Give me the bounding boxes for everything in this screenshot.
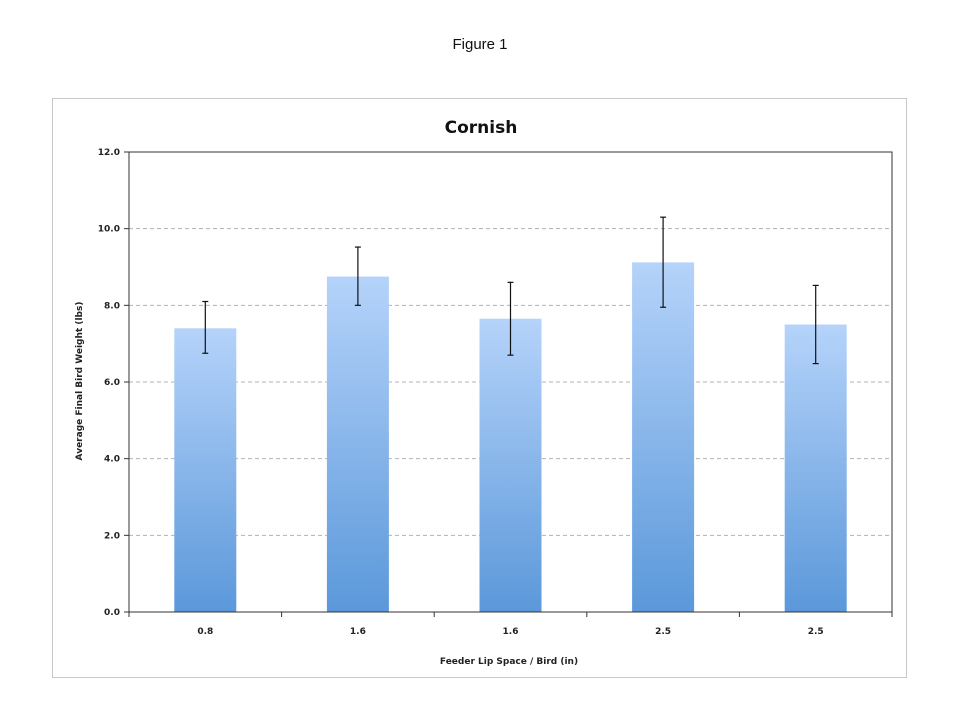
figure-caption: Figure 1: [452, 36, 508, 53]
x-tick-label: 0.8: [197, 627, 213, 637]
x-axis-ticks: 0.8 1.6 1.6 2.5 2.5: [128, 612, 893, 637]
y-tick-label: 12.0: [98, 148, 120, 158]
bar: [326, 276, 389, 612]
error-bar: [660, 216, 667, 308]
error-bar: [354, 246, 361, 306]
bar: [479, 318, 542, 612]
bar-chart: Cornish 0.0 2.0 4.0 6.0 8.0 10.0 12.0 0.8 1.6 1.…: [75, 118, 893, 667]
error-bar: [507, 281, 514, 356]
bar: [174, 328, 237, 612]
error-bar: [202, 300, 209, 354]
chart-title: Cornish: [445, 118, 518, 138]
y-axis-ticks: 0.0 2.0 4.0 6.0 8.0 10.0 12.0: [98, 148, 129, 618]
y-tick-label: 2.0: [104, 531, 120, 541]
x-axis-label: Feeder Lip Space / Bird (in): [440, 657, 578, 667]
error-bar: [812, 284, 819, 365]
x-tick-label: 1.6: [350, 627, 366, 637]
y-tick-label: 4.0: [104, 455, 120, 465]
bar: [632, 262, 695, 612]
y-tick-label: 8.0: [104, 301, 120, 311]
chart-frame: Cornish 0.0 2.0 4.0 6.0 8.0 10.0 12.0 0.8 1.6 1.…: [52, 98, 907, 678]
x-tick-label: 1.6: [503, 627, 519, 637]
x-tick-label: 2.5: [808, 627, 824, 637]
y-tick-label: 6.0: [104, 378, 120, 388]
y-tick-label: 10.0: [98, 225, 120, 235]
y-tick-label: 0.0: [104, 608, 120, 618]
bars: [174, 262, 847, 612]
bar: [784, 324, 847, 612]
error-bars: [202, 216, 819, 365]
x-tick-label: 2.5: [655, 627, 671, 637]
y-axis-label: Average Final Bird Weight (lbs): [75, 302, 85, 461]
